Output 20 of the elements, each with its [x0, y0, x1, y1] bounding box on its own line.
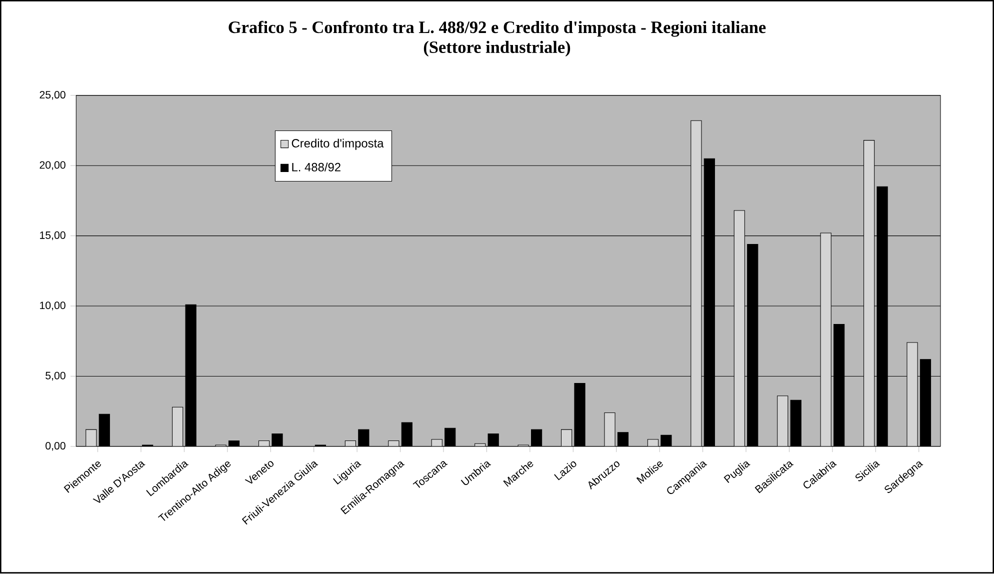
legend-label: L. 488/92 [292, 162, 340, 172]
chart-title: Grafico 5 - Confronto tra L. 488/92 e Credito d'imposta - Regioni italiane [228, 21, 766, 38]
bar [647, 439, 659, 447]
legend-label: Credito d'imposta [292, 138, 384, 150]
y-tick-label: 20,00 [40, 161, 66, 170]
y-tick-label: 25,00 [40, 91, 66, 100]
y-tick-label: 5,00 [46, 372, 66, 381]
chart-subtitle: (Settore industriale) [424, 41, 570, 57]
bar [258, 440, 270, 447]
y-tick-label: 15,00 [40, 232, 66, 240]
y-tick-label: 0,00 [46, 442, 66, 452]
bar [86, 430, 97, 447]
bar [604, 412, 616, 447]
bar [344, 440, 356, 447]
bar [172, 407, 184, 447]
bar [431, 439, 442, 447]
bar [388, 440, 400, 447]
y-tick-label: 10,00 [40, 302, 66, 311]
bar [560, 430, 572, 447]
bar [777, 396, 788, 447]
